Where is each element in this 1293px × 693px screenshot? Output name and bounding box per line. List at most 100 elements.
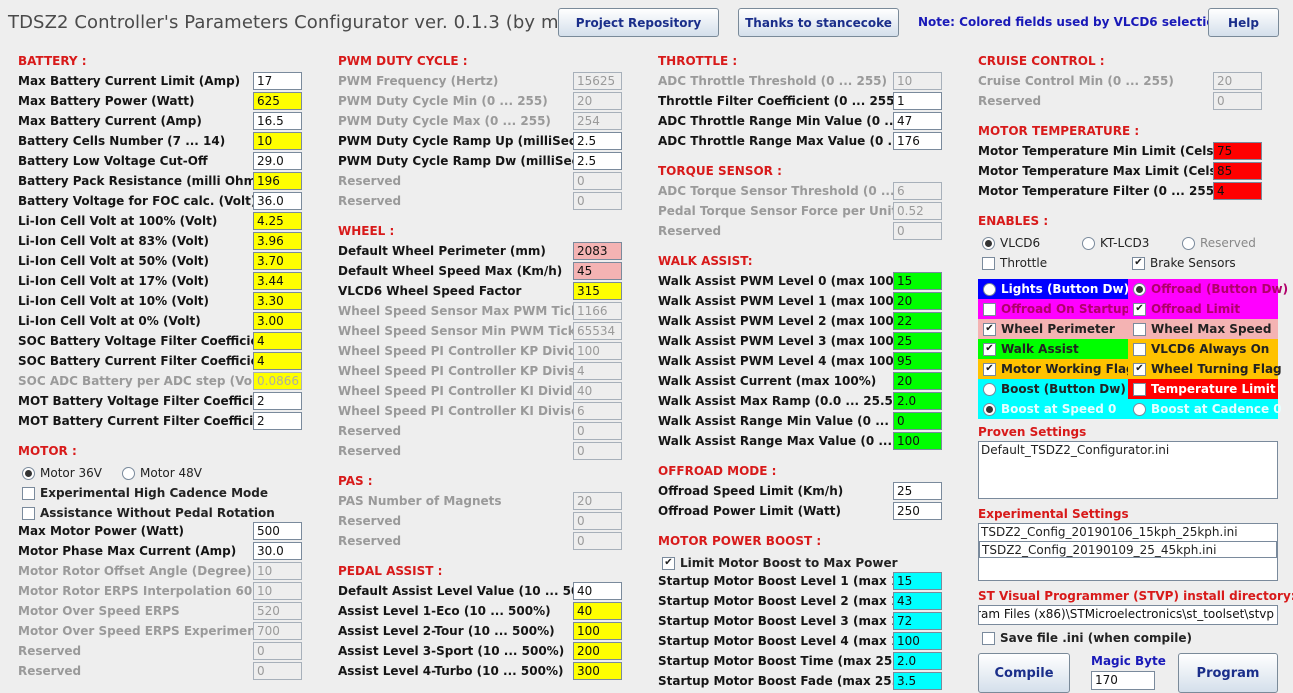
- param-input-pwm-duty-cycle-min-0-255[interactable]: 20: [573, 92, 622, 110]
- param-input-battery-low-voltage-cut-off[interactable]: 29.0: [253, 152, 302, 170]
- param-input-battery-voltage-for-foc-calc-volt[interactable]: 36.0: [253, 192, 302, 210]
- param-input-li-ion-cell-volt-at-50-volt[interactable]: 3.70: [253, 252, 302, 270]
- enable-offroad-button-dw-radio[interactable]: Offroad (Button Dw): [1128, 279, 1288, 299]
- param-input-pwm-duty-cycle-ramp-up-millisec[interactable]: 2.5: [573, 132, 622, 150]
- param-input-walk-assist-current-max-100[interactable]: 20: [893, 372, 942, 390]
- enable-wheel-max-speed-checkbox[interactable]: Wheel Max Speed: [1128, 319, 1278, 339]
- limit-boost-checkbox[interactable]: ✔ Limit Motor Boost to Max Power: [662, 554, 898, 572]
- enable-offroad-on-startup-checkbox[interactable]: Offroad On Startup: [978, 299, 1130, 319]
- param-input-wheel-speed-sensor-max-pwm-ticks[interactable]: 1166: [573, 302, 622, 320]
- param-input-adc-throttle-range-min-value-0-255[interactable]: 47: [893, 112, 942, 130]
- param-input-assist-level-4-turbo-10-500[interactable]: 300: [573, 662, 622, 680]
- param-input-startup-motor-boost-level-3-max-100[interactable]: 72: [893, 612, 942, 630]
- param-input-reserved[interactable]: 0: [253, 662, 302, 680]
- param-input-max-battery-current-limit-amp[interactable]: 17: [253, 72, 302, 90]
- param-input-max-battery-power-watt[interactable]: 625: [253, 92, 302, 110]
- enable-walk-assist-checkbox[interactable]: ✔ Walk Assist: [978, 339, 1128, 359]
- param-input-default-assist-level-value-10-500[interactable]: 40: [573, 582, 622, 600]
- param-input-max-battery-current-amp[interactable]: 16.5: [253, 112, 302, 130]
- param-input-walk-assist-pwm-level-3-max-100[interactable]: 25: [893, 332, 942, 350]
- param-input-default-wheel-perimeter-mm[interactable]: 2083: [573, 242, 622, 260]
- param-input-motor-temperature-max-limit-celsius[interactable]: 85: [1213, 162, 1262, 180]
- save-ini-checkbox[interactable]: Save file .ini (when compile): [982, 629, 1192, 647]
- param-input-adc-throttle-threshold-0-255[interactable]: 10: [893, 72, 942, 90]
- param-input-li-ion-cell-volt-at-0-volt[interactable]: 3.00: [253, 312, 302, 330]
- param-input-startup-motor-boost-level-1-max-100[interactable]: 15: [893, 572, 942, 590]
- enable-offroad-limit-checkbox[interactable]: ✔ Offroad Limit: [1128, 299, 1278, 319]
- param-input-motor-rotor-erps-interpolation-60-deg[interactable]: 10: [253, 582, 302, 600]
- param-input-pas-number-of-magnets[interactable]: 20: [573, 492, 622, 510]
- enable-motor-working-flag-checkbox[interactable]: ✔ Motor Working Flag: [978, 359, 1135, 379]
- param-input-pwm-duty-cycle-ramp-dw-millisec[interactable]: 2.5: [573, 152, 622, 170]
- thanks-button[interactable]: Thanks to stancecoke: [738, 8, 899, 37]
- param-input-motor-over-speed-erps[interactable]: 520: [253, 602, 302, 620]
- project-repository-button[interactable]: Project Repository: [558, 8, 719, 37]
- param-input-reserved[interactable]: 0: [573, 442, 622, 460]
- compile-button[interactable]: Compile: [978, 653, 1070, 693]
- param-input-wheel-speed-pi-controller-kp-divisor[interactable]: 4: [573, 362, 622, 380]
- param-input-wheel-speed-sensor-min-pwm-ticks[interactable]: 65534: [573, 322, 622, 340]
- param-input-mot-battery-voltage-filter-coefficient[interactable]: 2: [253, 392, 302, 410]
- param-input-vlcd6-wheel-speed-factor[interactable]: 315: [573, 282, 622, 300]
- param-input-startup-motor-boost-fade-max-25-5-sec[interactable]: 3.5: [893, 672, 942, 690]
- help-button[interactable]: Help: [1208, 8, 1279, 37]
- param-input-startup-motor-boost-level-4-max-100[interactable]: 100: [893, 632, 942, 650]
- param-input-soc-battery-voltage-filter-coefficient[interactable]: 4: [253, 332, 302, 350]
- param-input-default-wheel-speed-max-km-h[interactable]: 45: [573, 262, 622, 280]
- enable-lights-button-dw-radio[interactable]: Lights (Button Dw): [978, 279, 1129, 299]
- enable-boost-button-dw-radio[interactable]: Boost (Button Dw): [978, 379, 1128, 399]
- enable-wheel-perimeter-checkbox[interactable]: ✔ Wheel Perimeter: [978, 319, 1128, 339]
- param-input-pwm-frequency-hertz[interactable]: 15625: [573, 72, 622, 90]
- param-input-walk-assist-max-ramp-0-0-25-5-sec[interactable]: 2.0: [893, 392, 942, 410]
- enable-boost-at-cadence-0-radio[interactable]: Boost at Cadence 0: [1128, 399, 1282, 419]
- param-input-reserved[interactable]: 0: [253, 642, 302, 660]
- param-input-assist-level-1-eco-10-500[interactable]: 40: [573, 602, 622, 620]
- param-input-pwm-duty-cycle-max-0-255[interactable]: 254: [573, 112, 622, 130]
- param-input-walk-assist-range-max-value-0-255[interactable]: 100: [893, 432, 942, 450]
- param-input-max-motor-power-watt[interactable]: 500: [253, 522, 302, 540]
- ktlcd3-radio[interactable]: KT-LCD3: [1082, 234, 1149, 252]
- param-input-motor-rotor-offset-angle-degree[interactable]: 10: [253, 562, 302, 580]
- motor-36v-radio[interactable]: Motor 36V: [22, 464, 102, 482]
- no-pedal-rotation-checkbox[interactable]: Assistance Without Pedal Rotation: [22, 504, 275, 522]
- param-input-adc-throttle-range-max-value-0-255[interactable]: 176: [893, 132, 942, 150]
- param-input-soc-battery-current-filter-coefficient[interactable]: 4: [253, 352, 302, 370]
- program-button[interactable]: Program: [1178, 653, 1278, 693]
- high-cadence-checkbox[interactable]: Experimental High Cadence Mode: [22, 484, 268, 502]
- param-input-motor-temperature-min-limit-celsius[interactable]: 75: [1213, 142, 1262, 160]
- param-input-motor-phase-max-current-amp[interactable]: 30.0: [253, 542, 302, 560]
- param-input-reserved[interactable]: 0: [573, 512, 622, 530]
- param-input-reserved[interactable]: 0: [573, 172, 622, 190]
- param-input-startup-motor-boost-level-2-max-100[interactable]: 43: [893, 592, 942, 610]
- proven-settings-list[interactable]: Default_TSDZ2_Configurator.ini: [978, 441, 1278, 499]
- param-input-battery-cells-number-7-14[interactable]: 10: [253, 132, 302, 150]
- param-input-reserved[interactable]: 0: [893, 222, 942, 240]
- param-input-assist-level-3-sport-10-500[interactable]: 200: [573, 642, 622, 660]
- param-input-offroad-speed-limit-km-h[interactable]: 25: [893, 482, 942, 500]
- param-input-throttle-filter-coefficient-0-255[interactable]: 1: [893, 92, 942, 110]
- enable-boost-at-speed-0-radio[interactable]: Boost at Speed 0: [978, 399, 1128, 419]
- param-input-walk-assist-range-min-value-0-255[interactable]: 0: [893, 412, 942, 430]
- param-input-cruise-control-min-0-255[interactable]: 20: [1213, 72, 1262, 90]
- param-input-reserved[interactable]: 0: [1213, 92, 1262, 110]
- param-input-battery-pack-resistance-milli-ohm[interactable]: 196: [253, 172, 302, 190]
- param-input-motor-over-speed-erps-experimental[interactable]: 700: [253, 622, 302, 640]
- param-input-offroad-power-limit-watt[interactable]: 250: [893, 502, 942, 520]
- list-item[interactable]: Default_TSDZ2_Configurator.ini: [981, 443, 1170, 457]
- param-input-startup-motor-boost-time-max-25-5-sec[interactable]: 2.0: [893, 652, 942, 670]
- magic-byte-input[interactable]: 170: [1091, 671, 1155, 690]
- param-input-li-ion-cell-volt-at-83-volt[interactable]: 3.96: [253, 232, 302, 250]
- param-input-reserved[interactable]: 0: [573, 192, 622, 210]
- param-input-li-ion-cell-volt-at-17-volt[interactable]: 3.44: [253, 272, 302, 290]
- param-input-motor-temperature-filter-0-255[interactable]: 4: [1213, 182, 1262, 200]
- param-input-reserved[interactable]: 0: [573, 532, 622, 550]
- reserved-radio[interactable]: Reserved: [1182, 234, 1256, 252]
- param-input-walk-assist-pwm-level-1-max-100[interactable]: 20: [893, 292, 942, 310]
- experimental-settings-list[interactable]: TSDZ2_Config_20190106_15kph_25kph.ini TS…: [978, 523, 1278, 581]
- param-input-li-ion-cell-volt-at-10-volt[interactable]: 3.30: [253, 292, 302, 310]
- param-input-pedal-torque-sensor-force-per-unit-nm[interactable]: 0.52: [893, 202, 942, 220]
- stvp-path-input[interactable]: rogram Files (x86)\STMicroelectronics\st…: [978, 605, 1278, 625]
- param-input-walk-assist-pwm-level-2-max-100[interactable]: 22: [893, 312, 942, 330]
- param-input-assist-level-2-tour-10-500[interactable]: 100: [573, 622, 622, 640]
- param-input-soc-adc-battery-per-adc-step-volt[interactable]: 0.0866: [253, 372, 302, 390]
